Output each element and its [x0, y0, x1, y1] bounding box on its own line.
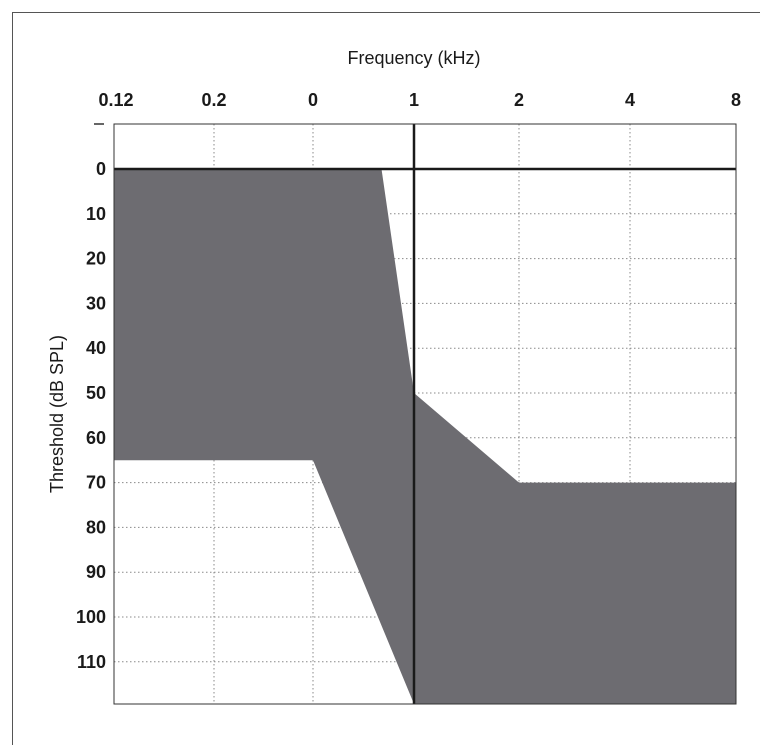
x-tick-label: 4: [625, 90, 635, 110]
y-tick-label: 40: [86, 338, 106, 358]
y-tick-label: 110: [77, 652, 106, 672]
y-tick-label: 0: [96, 159, 106, 179]
x-axis-title: Frequency (kHz): [347, 48, 480, 68]
x-tick-label: 0: [308, 90, 318, 110]
threshold-region: [114, 169, 736, 704]
x-tick-label: 0.2: [201, 90, 226, 110]
y-tick-label: 30: [86, 293, 106, 313]
x-tick-label: 0.12: [98, 90, 133, 110]
x-tick-label: 8: [731, 90, 741, 110]
figure-frame: [12, 12, 760, 745]
x-tick-label: 2: [514, 90, 524, 110]
y-axis-title: Threshold (dB SPL): [47, 335, 67, 493]
y-tick-label: 90: [86, 562, 106, 582]
y-tick-labels: 0 10 20 30 40 50 60 70 80 90 100 110: [76, 159, 106, 672]
y-tick-label: 60: [86, 428, 106, 448]
y-tick-label: 10: [86, 204, 106, 224]
y-tick-label: 50: [86, 383, 106, 403]
y-tick-label: 70: [86, 473, 106, 493]
y-tick-label: 20: [86, 249, 106, 269]
x-tick-label: 1: [409, 90, 419, 110]
y-tick-label: 80: [86, 517, 106, 537]
x-tick-labels: 0.12 0.2 0 1 2 4 8: [98, 90, 741, 110]
plot-border: [113, 123, 737, 705]
y-tick-label: 100: [76, 607, 106, 627]
